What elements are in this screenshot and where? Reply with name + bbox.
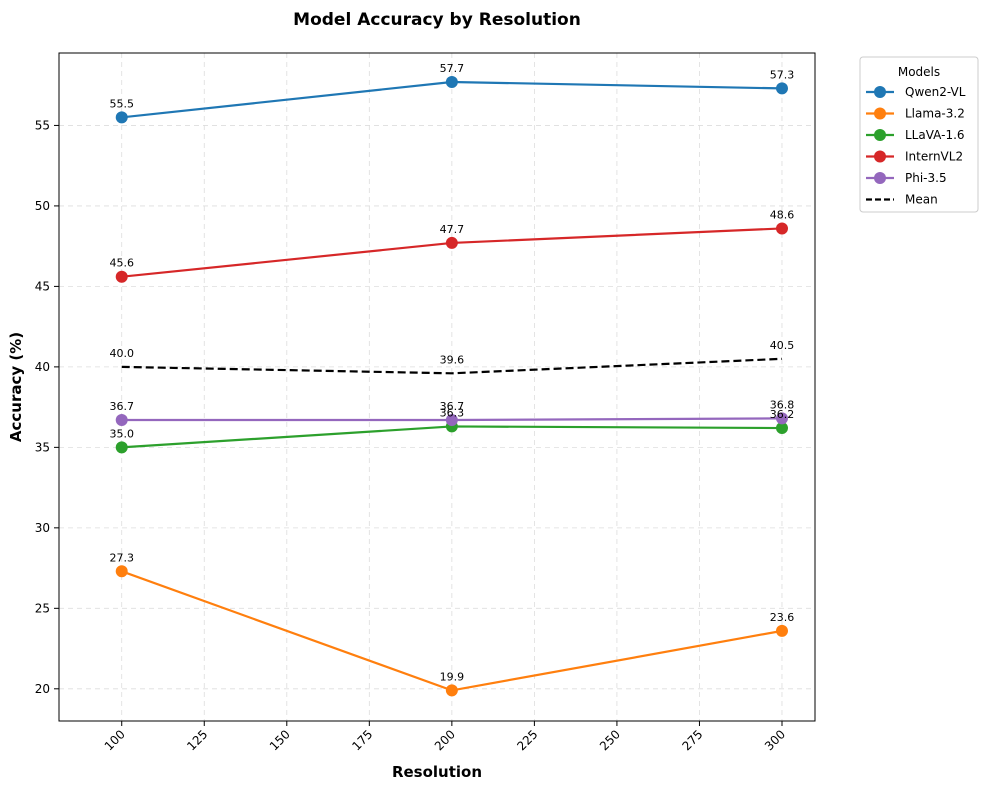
data-label-mean: 40.5 [770, 339, 795, 352]
legend-marker-llava-1-6 [874, 129, 886, 141]
legend-item-llava-1-6: LLaVA-1.6 [866, 128, 965, 142]
data-label-mean: 40.0 [109, 347, 134, 360]
y-tick-label: 40 [35, 360, 50, 374]
data-label-llama-3-2: 19.9 [440, 670, 465, 683]
y-axis-label: Accuracy (%) [7, 332, 25, 442]
legend-item-qwen2-vl: Qwen2-VL [866, 85, 966, 99]
x-axis-label: Resolution [392, 763, 482, 781]
data-point-internvl2 [115, 270, 128, 283]
legend-marker-qwen2-vl [874, 86, 886, 98]
data-point-phi-3-5 [775, 412, 788, 425]
legend-label-llava-1-6: LLaVA-1.6 [905, 128, 965, 142]
data-label-internvl2: 47.7 [440, 223, 465, 236]
series-line-mean [121, 357, 783, 375]
data-point-llava-1-6 [775, 422, 788, 435]
data-point-qwen2-vl [775, 82, 788, 95]
chart-title: Model Accuracy by Resolution [293, 10, 581, 30]
legend-label-llama-3-2: Llama-3.2 [905, 107, 965, 121]
data-point-internvl2 [775, 222, 788, 235]
data-point-llava-1-6 [115, 441, 128, 454]
y-tick-label: 55 [35, 118, 50, 132]
series-layer [115, 75, 788, 697]
data-label-qwen2-vl: 55.5 [109, 97, 134, 110]
legend-items: Qwen2-VL Llama-3.2 LLaVA-1.6 InternVL2 Phi-3… [866, 85, 966, 207]
data-label-internvl2: 48.6 [770, 208, 795, 221]
y-tick-label: 45 [35, 279, 50, 293]
legend-title: Models [898, 65, 940, 79]
data-point-qwen2-vl [445, 75, 458, 88]
legend-label-internvl2: InternVL2 [905, 150, 963, 164]
legend: Models Qwen2-VL Llama-3.2 LLaVA-1.6 InternV… [859, 56, 979, 213]
data-label-qwen2-vl: 57.3 [770, 68, 795, 81]
y-axis-ticks: 20 25 30 35 40 45 50 55 [35, 118, 59, 696]
legend-item-phi-3-5: Phi-3.5 [866, 171, 947, 185]
plot-frame [58, 52, 816, 722]
data-point-llama-3-2 [775, 624, 788, 637]
data-labels: 55.5 57.7 57.3 27.3 19.9 23.6 35.0 36.3 36.2 45.6… [109, 62, 794, 683]
legend-marker-internvl2 [874, 150, 886, 163]
grid [59, 53, 815, 721]
data-label-mean: 39.6 [440, 353, 465, 366]
y-tick-label: 35 [35, 440, 50, 454]
legend-marker-phi-3-5 [874, 172, 886, 184]
y-tick-label: 30 [35, 521, 50, 535]
legend-label-phi-3-5: Phi-3.5 [905, 171, 947, 185]
data-point-internvl2 [445, 236, 458, 249]
data-label-llava-1-6: 35.0 [109, 427, 134, 440]
data-label-internvl2: 45.6 [109, 257, 134, 270]
legend-item-mean: Mean [866, 193, 938, 207]
legend-item-internvl2: InternVL2 [866, 150, 963, 164]
data-point-llama-3-2 [115, 565, 128, 578]
y-tick-label: 20 [35, 682, 50, 696]
legend-label-mean: Mean [905, 193, 938, 207]
y-tick-label: 50 [35, 199, 50, 213]
data-point-llama-3-2 [445, 684, 458, 697]
data-label-phi-3-5: 36.7 [440, 400, 465, 413]
data-label-phi-3-5: 36.7 [109, 400, 134, 413]
data-label-phi-3-5: 36.8 [770, 398, 795, 411]
data-label-llama-3-2: 27.3 [109, 551, 134, 564]
legend-item-llama-3-2: Llama-3.2 [866, 107, 965, 121]
data-label-llama-3-2: 23.6 [770, 611, 795, 624]
data-label-qwen2-vl: 57.7 [440, 62, 465, 75]
legend-marker-llama-3-2 [874, 107, 886, 120]
data-point-qwen2-vl [115, 111, 128, 124]
y-tick-label: 25 [35, 601, 50, 615]
legend-box [859, 56, 979, 213]
legend-label-qwen2-vl: Qwen2-VL [905, 85, 966, 99]
data-label-llava-1-6: 36.3 [440, 406, 465, 419]
data-label-llava-1-6: 36.2 [770, 408, 795, 421]
data-point-phi-3-5 [445, 413, 458, 426]
data-point-phi-3-5 [115, 413, 128, 426]
